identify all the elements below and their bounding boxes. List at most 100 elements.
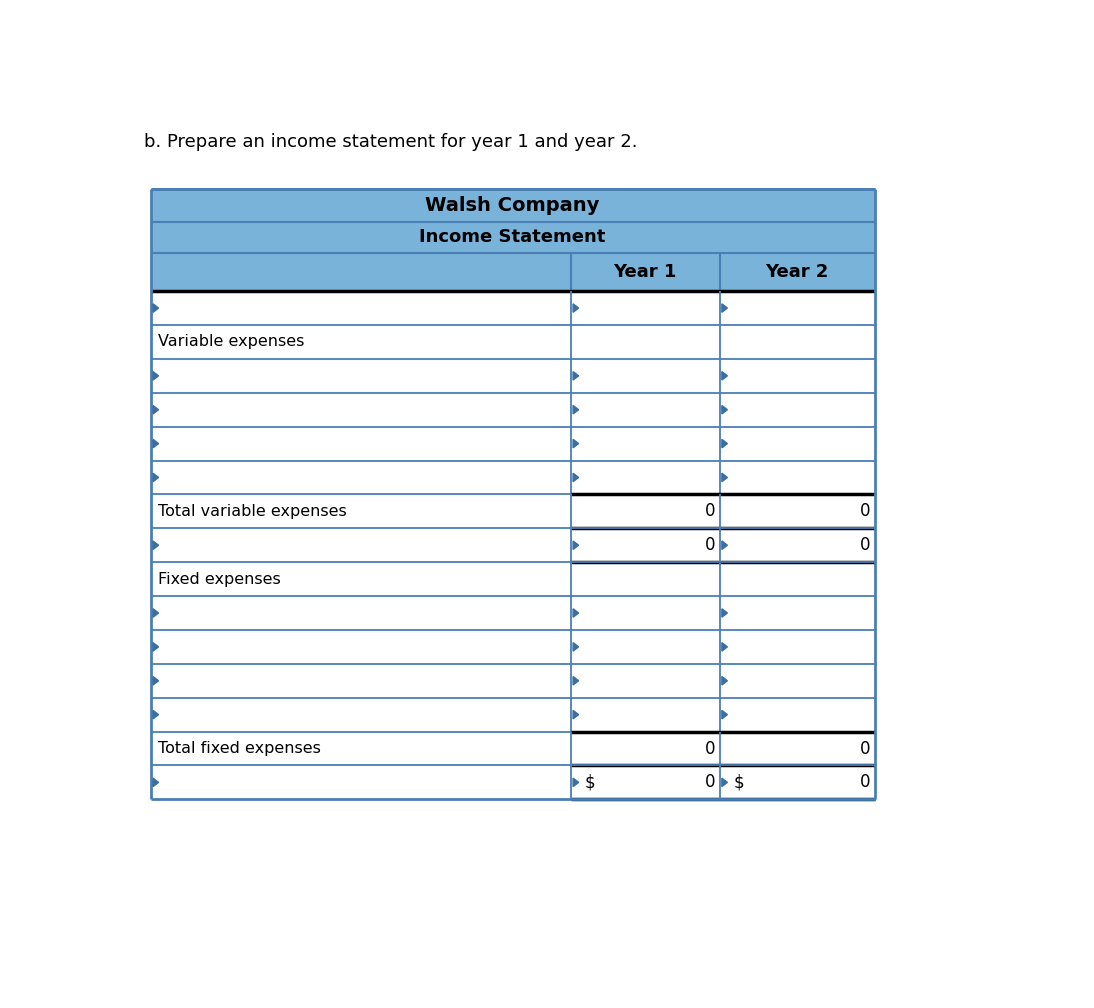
Bar [571, 253, 720, 291]
Bar [151, 732, 571, 765]
Polygon shape [573, 473, 579, 482]
Text: $: $ [584, 773, 595, 791]
Polygon shape [153, 303, 159, 312]
Polygon shape [722, 473, 728, 482]
Polygon shape [153, 439, 159, 448]
Polygon shape [153, 778, 159, 786]
Polygon shape [722, 439, 728, 448]
Bar [571, 732, 720, 765]
Text: Walsh Company: Walsh Company [426, 196, 600, 215]
Bar [151, 222, 874, 253]
Text: Total variable expenses: Total variable expenses [159, 504, 347, 519]
Text: 0: 0 [705, 773, 714, 791]
Bar [151, 664, 571, 698]
Text: 0: 0 [705, 740, 714, 757]
Bar [151, 291, 571, 325]
Text: 0: 0 [860, 773, 870, 791]
Bar [571, 461, 720, 494]
Text: Total fixed expenses: Total fixed expenses [159, 741, 322, 756]
Text: b. Prepare an income statement for year 1 and year 2.: b. Prepare an income statement for year … [144, 132, 638, 150]
Bar [720, 393, 874, 426]
Polygon shape [573, 439, 579, 448]
Bar [151, 528, 571, 562]
Bar [720, 630, 874, 664]
Polygon shape [722, 541, 728, 549]
Polygon shape [573, 643, 579, 651]
Bar [720, 291, 874, 325]
Bar [151, 562, 571, 596]
Bar [571, 359, 720, 393]
Polygon shape [722, 778, 728, 786]
Polygon shape [153, 541, 159, 549]
Bar [151, 494, 571, 528]
Bar [151, 698, 571, 732]
Polygon shape [153, 609, 159, 617]
Text: $: $ [733, 773, 744, 791]
Text: Income Statement: Income Statement [419, 228, 606, 246]
Text: 0: 0 [860, 502, 870, 520]
Bar [720, 359, 874, 393]
Polygon shape [153, 473, 159, 482]
Bar [151, 461, 571, 494]
Bar [720, 494, 874, 528]
Bar [571, 426, 720, 461]
Polygon shape [153, 711, 159, 719]
Bar [720, 698, 874, 732]
Bar [571, 562, 720, 596]
Text: 0: 0 [860, 536, 870, 554]
Polygon shape [573, 303, 579, 312]
Bar [720, 426, 874, 461]
Bar [720, 528, 874, 562]
Bar [720, 732, 874, 765]
Bar [571, 630, 720, 664]
Polygon shape [153, 676, 159, 685]
Text: Variable expenses: Variable expenses [159, 335, 305, 350]
Text: Fixed expenses: Fixed expenses [159, 572, 281, 587]
Bar [720, 664, 874, 698]
Polygon shape [722, 711, 728, 719]
Polygon shape [153, 372, 159, 380]
Polygon shape [722, 609, 728, 617]
Bar [151, 188, 874, 222]
Bar [151, 426, 571, 461]
Bar [720, 325, 874, 359]
Text: 0: 0 [860, 740, 870, 757]
Polygon shape [722, 372, 728, 380]
Text: 0: 0 [705, 502, 714, 520]
Bar [720, 461, 874, 494]
Text: 0: 0 [705, 536, 714, 554]
Polygon shape [153, 405, 159, 414]
Bar [151, 325, 571, 359]
Bar [720, 562, 874, 596]
Text: Year 1: Year 1 [614, 263, 677, 281]
Polygon shape [722, 303, 728, 312]
Bar [151, 765, 571, 799]
Bar [720, 765, 874, 799]
Bar [571, 664, 720, 698]
Polygon shape [722, 643, 728, 651]
Bar [720, 253, 874, 291]
Polygon shape [722, 405, 728, 414]
Polygon shape [573, 609, 579, 617]
Bar [151, 359, 571, 393]
Bar [571, 528, 720, 562]
Polygon shape [573, 372, 579, 380]
Bar [151, 393, 571, 426]
Bar [571, 291, 720, 325]
Bar [151, 253, 571, 291]
Polygon shape [573, 405, 579, 414]
Text: Year 2: Year 2 [766, 263, 829, 281]
Bar [571, 325, 720, 359]
Polygon shape [153, 643, 159, 651]
Bar [151, 630, 571, 664]
Polygon shape [573, 778, 579, 786]
Polygon shape [573, 676, 579, 685]
Bar [571, 596, 720, 630]
Bar [571, 698, 720, 732]
Bar [571, 765, 720, 799]
Bar [571, 494, 720, 528]
Polygon shape [573, 711, 579, 719]
Bar [720, 596, 874, 630]
Bar [571, 393, 720, 426]
Polygon shape [722, 676, 728, 685]
